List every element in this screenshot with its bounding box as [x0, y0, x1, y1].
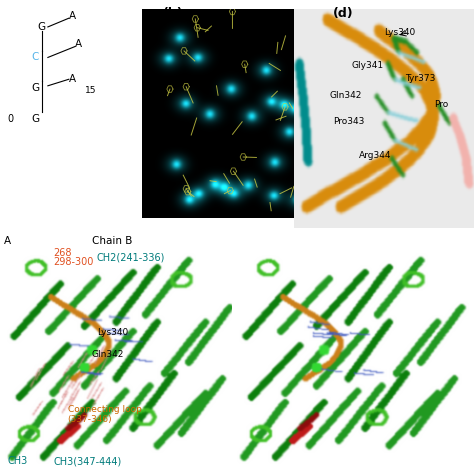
Text: Tyr373: Tyr373 [406, 73, 436, 82]
Text: CH3: CH3 [7, 456, 27, 466]
Text: Arg344: Arg344 [359, 151, 391, 160]
Text: Lys340: Lys340 [97, 328, 128, 337]
Text: 298-300: 298-300 [53, 257, 93, 267]
Text: Pro: Pro [434, 100, 448, 109]
Text: Gln342: Gln342 [330, 91, 362, 100]
Text: (b): (b) [163, 7, 183, 20]
Text: Lys340: Lys340 [384, 28, 415, 37]
Text: G: G [31, 113, 40, 124]
Text: Chain B: Chain B [92, 236, 132, 246]
Text: G: G [31, 83, 40, 93]
Text: Connecting loop: Connecting loop [68, 405, 142, 414]
Text: (d): (d) [333, 7, 354, 20]
Text: Gly341: Gly341 [352, 61, 383, 70]
Text: CH2(241-336): CH2(241-336) [97, 252, 165, 263]
Text: C: C [32, 53, 39, 63]
Text: A: A [4, 236, 11, 246]
Text: (337-346): (337-346) [68, 415, 112, 424]
Text: A: A [69, 74, 76, 84]
Text: Gln342: Gln342 [92, 350, 124, 358]
Text: 0: 0 [8, 113, 14, 124]
Text: A: A [69, 11, 76, 21]
Text: A: A [75, 39, 82, 49]
Text: CH3(347-444): CH3(347-444) [53, 456, 121, 466]
Text: G: G [37, 22, 46, 32]
Text: 268: 268 [53, 247, 72, 258]
Text: Pro343: Pro343 [334, 117, 365, 126]
Text: 15: 15 [85, 86, 97, 95]
